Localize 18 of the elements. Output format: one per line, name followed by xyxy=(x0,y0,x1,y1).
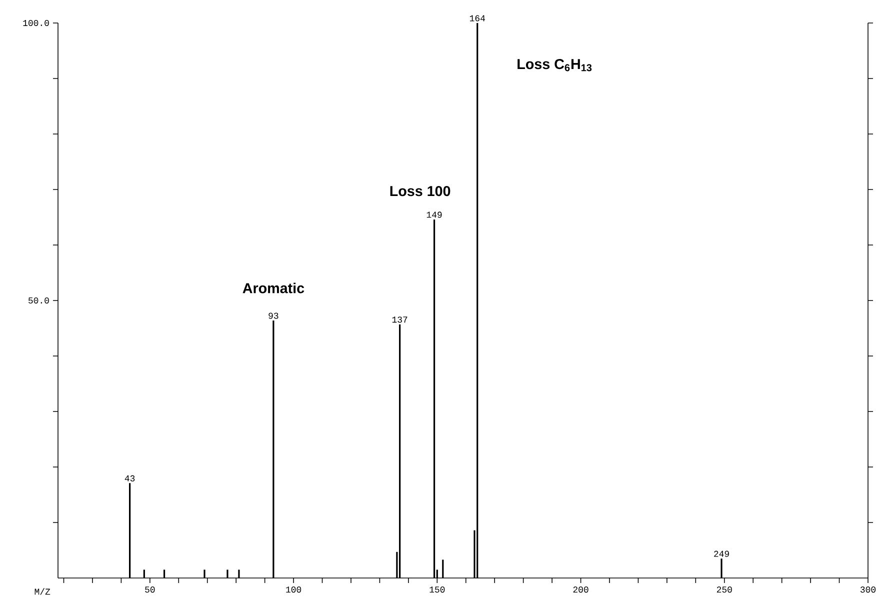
x-tick-label: 100 xyxy=(286,586,302,593)
y-tick-label: 100.0 xyxy=(23,20,49,26)
x-tick-label: 300 xyxy=(860,586,876,593)
x-tick-label: 200 xyxy=(573,586,588,593)
annotation: 93 xyxy=(268,312,278,319)
x-tick-label: 150 xyxy=(430,586,445,593)
annotation: Loss C$_{6}$H$_{13}$ xyxy=(518,58,592,72)
annotation: 249 xyxy=(714,550,729,557)
x-axis-title: M/Z xyxy=(34,588,50,595)
x-tick-label: 50 xyxy=(145,586,155,593)
annotation: Loss 100 xyxy=(390,186,450,196)
annotation: 43 xyxy=(124,475,135,482)
y-tick-label: 50.0 xyxy=(28,297,49,304)
x-tick-label: 250 xyxy=(716,586,732,593)
annotation: 137 xyxy=(392,316,408,323)
annotation: 149 xyxy=(426,212,442,218)
annotation: 164 xyxy=(470,15,485,22)
annotation: Aromatic xyxy=(242,282,304,294)
